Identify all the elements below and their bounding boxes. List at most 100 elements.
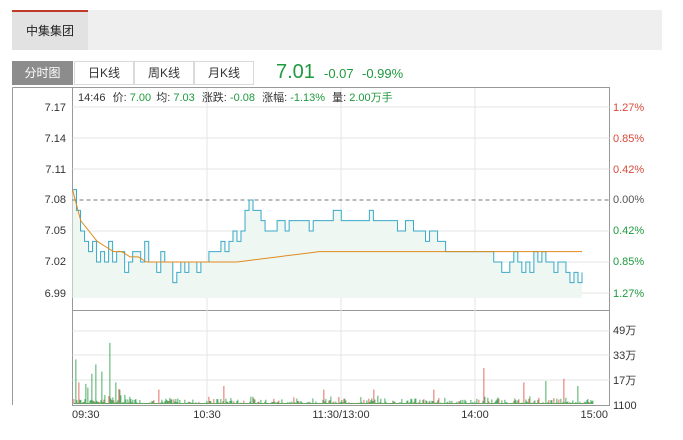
- volume-bar: [79, 399, 81, 404]
- time-tick-label: 11:30/13:00: [312, 409, 369, 421]
- tab-daily-k[interactable]: 日K线: [74, 61, 134, 85]
- volume-bar: [496, 399, 498, 404]
- volume-bar: [215, 403, 217, 404]
- tab-intraday[interactable]: 分时图: [12, 61, 73, 85]
- volume-bar: [360, 397, 362, 404]
- volume-bar: [409, 402, 411, 404]
- volume-bar: [427, 403, 429, 404]
- volume-bar: [270, 403, 272, 404]
- volume-bar: [392, 400, 394, 404]
- volume-bar: [255, 403, 257, 404]
- volume-bar: [309, 401, 311, 404]
- volume-bar: [510, 403, 512, 404]
- volume-bar: [107, 403, 109, 404]
- volume-bar: [236, 401, 238, 404]
- volume-bar: [287, 401, 289, 404]
- volume-bar: [77, 402, 79, 404]
- info-avg-value: 7.03: [173, 92, 194, 104]
- volume-bar: [391, 403, 393, 404]
- volume-bar: [323, 389, 325, 404]
- volume-bar: [136, 402, 138, 404]
- volume-bar: [212, 403, 214, 404]
- volume-bar: [458, 401, 460, 404]
- volume-bar: [546, 403, 548, 404]
- volume-bar: [536, 403, 538, 404]
- volume-bar: [428, 401, 430, 404]
- volume-bar: [564, 402, 566, 404]
- volume-bar: [545, 380, 547, 404]
- volume-bar: [256, 403, 258, 404]
- volume-bar: [468, 403, 470, 404]
- volume-bar: [361, 402, 363, 404]
- volume-bar: [569, 402, 571, 404]
- volume-bar: [241, 402, 243, 404]
- volume-bar: [123, 402, 125, 404]
- volume-bar: [340, 401, 342, 404]
- volume-bar: [301, 402, 303, 404]
- volume-bar: [504, 399, 506, 404]
- volume-bar: [232, 403, 234, 404]
- price-tick-label: 7.11: [45, 164, 66, 176]
- volume-bar: [356, 403, 358, 404]
- volume-bar: [186, 402, 188, 404]
- volume-bar: [322, 399, 324, 404]
- volume-bar: [363, 399, 365, 404]
- volume-bar: [387, 402, 389, 404]
- volume-bar: [451, 400, 453, 404]
- volume-bar: [220, 398, 222, 404]
- volume-bar: [350, 403, 352, 404]
- volume-bar: [117, 400, 119, 404]
- volume-bar: [252, 396, 254, 404]
- volume-bar: [228, 403, 230, 404]
- volume-bar: [346, 403, 348, 404]
- volume-bar: [477, 403, 479, 404]
- stock-name-tab[interactable]: 中集集团: [12, 10, 88, 50]
- volume-bar: [165, 398, 167, 404]
- volume-bar: [328, 400, 330, 404]
- volume-bar: [305, 403, 307, 404]
- volume-bar: [296, 398, 298, 404]
- volume-bar: [385, 401, 387, 404]
- time-tick-label: 15:00: [580, 409, 608, 421]
- volume-bar: [237, 399, 239, 404]
- volume-bar: [447, 401, 449, 404]
- volume-bar: [518, 399, 520, 404]
- volume-bar: [146, 403, 148, 404]
- volume-bar: [246, 403, 248, 404]
- volume-bar: [295, 402, 297, 404]
- volume-bar: [553, 398, 555, 404]
- volume-bar: [423, 399, 425, 404]
- volume-bar: [142, 402, 144, 404]
- volume-bar: [367, 402, 369, 404]
- volume-bar: [267, 403, 269, 404]
- volume-bar: [485, 403, 487, 404]
- price-tick-label: 7.14: [45, 133, 66, 145]
- volume-bar: [551, 400, 553, 404]
- volume-bar: [580, 403, 582, 404]
- volume-bar: [354, 403, 356, 404]
- volume-bar: [578, 403, 580, 404]
- volume-bar: [462, 399, 464, 404]
- volume-bar: [584, 401, 586, 404]
- volume-bar: [315, 401, 317, 404]
- volume-bar: [380, 398, 382, 404]
- volume-bar: [373, 389, 375, 404]
- volume-bar: [436, 402, 438, 404]
- volume-bar: [89, 400, 91, 404]
- volume-bar: [173, 399, 175, 404]
- volume-bar: [434, 402, 436, 404]
- volume-bar: [547, 402, 549, 404]
- volume-bar: [94, 402, 96, 404]
- volume-bar: [158, 389, 160, 404]
- volume-bar: [125, 399, 127, 404]
- volume-bar: [382, 403, 384, 404]
- tab-weekly-k[interactable]: 周K线: [134, 61, 194, 85]
- volume-bar: [111, 400, 113, 404]
- volume-bar: [454, 403, 456, 404]
- tab-monthly-k[interactable]: 月K线: [194, 61, 254, 85]
- volume-bar: [140, 402, 142, 404]
- volume-bar: [264, 401, 266, 404]
- volume-bar: [187, 402, 189, 404]
- volume-bar: [196, 403, 198, 404]
- volume-bar: [325, 398, 327, 404]
